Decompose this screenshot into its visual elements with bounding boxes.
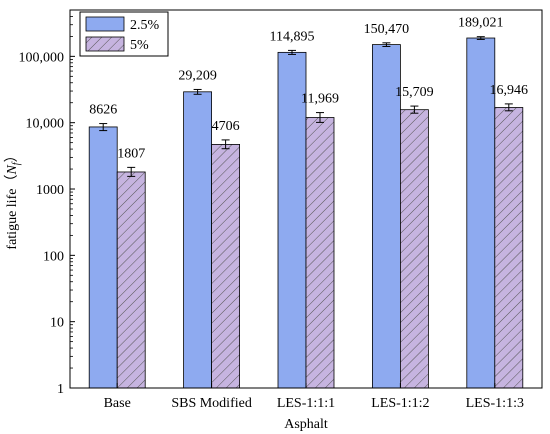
bar-5pct <box>399 109 429 389</box>
legend-swatch-2.5 <box>85 16 125 32</box>
data-label: 150,470 <box>364 22 410 37</box>
data-label: 8626 <box>89 103 117 118</box>
y-axis-title-suffix: ） <box>4 148 20 162</box>
bar-2.5pct <box>277 51 307 389</box>
bar-5pct <box>494 107 524 389</box>
y-tick-label: 100,000 <box>19 50 65 65</box>
y-axis-title-symbol: N <box>5 165 20 176</box>
y-axis-title-prefix: fatigue life（ <box>4 175 20 250</box>
x-axis-title: Asphalt <box>284 417 328 432</box>
bar-5pct <box>116 171 146 389</box>
bar-2.5pct <box>88 126 118 389</box>
bar-5pct <box>305 117 335 389</box>
bar-5pct <box>211 144 241 389</box>
y-tick-label: 1000 <box>36 183 64 198</box>
bar-2.5pct <box>183 91 213 389</box>
data-label: 16,946 <box>490 83 529 98</box>
legend: 2.5% 5% <box>79 11 169 57</box>
data-label: 15,709 <box>395 85 434 100</box>
data-label: 189,021 <box>458 16 504 31</box>
legend-swatch-5 <box>85 36 125 52</box>
x-tick-label: LES-1:1:3 <box>466 396 524 411</box>
x-tick-label: LES-1:1:1 <box>277 396 335 411</box>
y-axis-title: fatigue life（Nf） <box>4 148 22 249</box>
x-tick-label: Base <box>104 396 131 411</box>
x-tick-label: SBS Modified <box>171 396 252 411</box>
data-label: 29,209 <box>178 68 217 83</box>
y-tick-label: 100 <box>43 249 64 264</box>
x-tick-label: LES-1:1:2 <box>371 396 429 411</box>
y-tick-label: 10,000 <box>26 117 65 132</box>
legend-label-2.5: 2.5% <box>130 18 160 33</box>
bar-2.5pct <box>371 44 401 389</box>
data-label: 114,895 <box>270 29 315 44</box>
data-label: 4706 <box>212 119 240 134</box>
legend-label-5: 5% <box>130 38 149 53</box>
y-tick-label: 10 <box>50 316 64 331</box>
data-label: 11,969 <box>301 92 339 107</box>
data-label: 1807 <box>117 146 145 161</box>
y-tick-label: 1 <box>57 382 64 397</box>
y-axis-title-subscript: f <box>11 161 22 165</box>
